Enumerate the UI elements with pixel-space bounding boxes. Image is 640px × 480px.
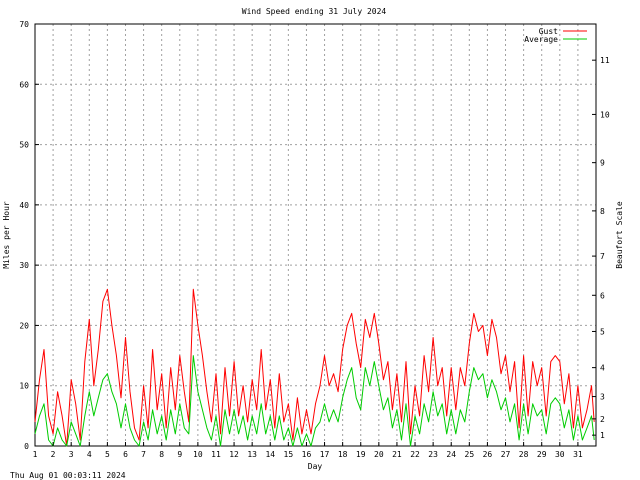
y-tick-label: 70 xyxy=(19,20,29,29)
x-tick-label: 28 xyxy=(519,450,529,459)
x-tick-label: 3 xyxy=(69,450,74,459)
beaufort-tick-label: 6 xyxy=(600,291,605,300)
x-tick-label: 24 xyxy=(446,450,456,459)
y-tick-label: 20 xyxy=(19,321,29,330)
beaufort-tick-label: 1 xyxy=(600,431,605,440)
x-tick-label: 13 xyxy=(247,450,257,459)
x-tick-label: 11 xyxy=(211,450,221,459)
x-tick-label: 8 xyxy=(159,450,164,459)
beaufort-tick-label: 4 xyxy=(600,364,605,373)
x-tick-label: 19 xyxy=(356,450,366,459)
x-tick-label: 6 xyxy=(123,450,128,459)
beaufort-tick-label: 11 xyxy=(600,56,610,65)
x-tick-label: 25 xyxy=(465,450,475,459)
x-tick-label: 18 xyxy=(338,450,348,459)
x-tick-label: 14 xyxy=(265,450,275,459)
y-tick-label: 0 xyxy=(24,442,29,451)
x-tick-label: 27 xyxy=(501,450,511,459)
x-tick-label: 5 xyxy=(105,450,110,459)
x-tick-label: 26 xyxy=(483,450,493,459)
beaufort-tick-label: 9 xyxy=(600,159,605,168)
legend-label-average: Average xyxy=(524,35,558,44)
plot-frame xyxy=(34,23,597,447)
x-tick-label: 30 xyxy=(555,450,565,459)
grid xyxy=(35,24,596,446)
y-tick-label: 40 xyxy=(19,201,29,210)
chart-title: Wind Speed ending 31 July 2024 xyxy=(242,7,387,16)
x-tick-label: 17 xyxy=(320,450,330,459)
y2-axis-label: Beaufort Scale xyxy=(615,201,624,269)
beaufort-tick-label: 2 xyxy=(600,415,605,424)
x-tick-label: 7 xyxy=(141,450,146,459)
x-tick-label: 10 xyxy=(193,450,203,459)
beaufort-tick-label: 10 xyxy=(600,110,610,119)
y-tick-label: 30 xyxy=(19,261,29,270)
series-layer xyxy=(34,288,595,447)
beaufort-tick-label: 8 xyxy=(600,207,605,216)
y-tick-label: 10 xyxy=(19,382,29,391)
x-tick-label: 31 xyxy=(573,450,583,459)
x-tick-label: 4 xyxy=(87,450,92,459)
tick-layer: 1 2 3 4 5 6 7 8 9 10 11 12 13 14 15 16 17 18 19 20 21 22 23 24 2… xyxy=(19,20,609,459)
series-line-average xyxy=(34,355,595,447)
x-tick-label: 9 xyxy=(177,450,182,459)
legend-label-gust: Gust xyxy=(539,27,558,36)
y-tick-label: 60 xyxy=(19,80,29,89)
y-axis-label: Miles per Hour xyxy=(2,201,11,269)
x-axis-label: Day xyxy=(308,462,323,471)
timestamp-footer: Thu Aug 01 00:03:11 2024 xyxy=(10,471,126,480)
x-tick-label: 22 xyxy=(410,450,420,459)
x-tick-label: 21 xyxy=(392,450,402,459)
x-tick-label: 23 xyxy=(428,450,438,459)
beaufort-tick-label: 7 xyxy=(600,252,605,261)
series-line-gust xyxy=(34,288,595,447)
x-tick-label: 2 xyxy=(51,450,56,459)
x-tick-label: 15 xyxy=(284,450,294,459)
y-tick-label: 50 xyxy=(19,141,29,150)
x-tick-label: 29 xyxy=(537,450,547,459)
beaufort-tick-label: 3 xyxy=(600,393,605,402)
x-tick-label: 1 xyxy=(33,450,38,459)
x-tick-label: 16 xyxy=(302,450,312,459)
beaufort-tick-label: 5 xyxy=(600,327,605,336)
x-tick-label: 20 xyxy=(374,450,384,459)
x-tick-label: 12 xyxy=(229,450,239,459)
